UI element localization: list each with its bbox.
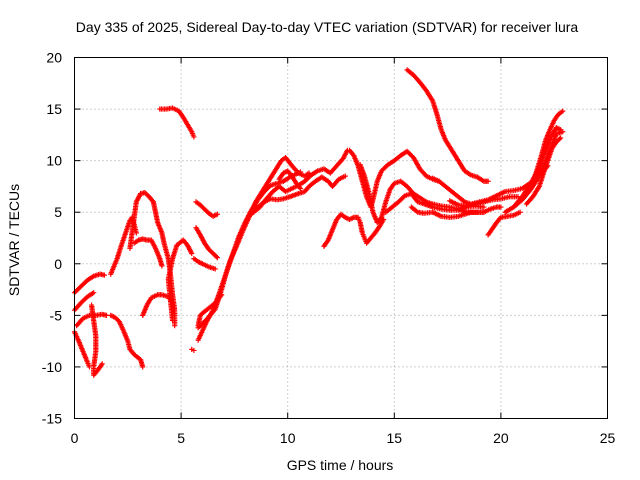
data-point bbox=[266, 183, 273, 190]
x-axis-label: GPS time / hours bbox=[287, 457, 394, 473]
data-point bbox=[191, 347, 197, 354]
data-point bbox=[212, 266, 218, 272]
data-point bbox=[498, 204, 504, 210]
series-arc-20 bbox=[195, 169, 304, 343]
data-point bbox=[297, 185, 304, 192]
data-point bbox=[101, 272, 107, 278]
chart-title: Day 335 of 2025, Sidereal Day-to-day VTE… bbox=[76, 19, 579, 35]
data-points bbox=[71, 67, 566, 378]
series-arc-11 bbox=[140, 292, 174, 318]
y-tick-label: -5 bbox=[50, 307, 63, 323]
series-arc-31 bbox=[447, 194, 521, 209]
data-point bbox=[557, 127, 564, 133]
data-point bbox=[172, 323, 178, 329]
data-point bbox=[517, 209, 523, 215]
series-arc-08 bbox=[127, 190, 156, 251]
grid-lines bbox=[74, 57, 608, 419]
series-arc-07 bbox=[108, 312, 146, 370]
data-point bbox=[91, 290, 97, 296]
series-arc-05 bbox=[88, 302, 105, 378]
tick-labels: 0 5 10 15 20 25 -15 -10 -5 0 5 10 15 20 bbox=[42, 50, 616, 447]
series-arc-36 bbox=[523, 135, 564, 207]
y-tick-label: 0 bbox=[54, 256, 62, 272]
series-arc-01 bbox=[71, 271, 107, 296]
data-point bbox=[214, 211, 220, 217]
y-tick-label: 20 bbox=[46, 50, 62, 66]
plot-frame bbox=[74, 57, 608, 419]
series-arc-13 bbox=[157, 105, 197, 140]
series-arc-03 bbox=[71, 329, 93, 370]
series-arc-35 bbox=[526, 108, 566, 195]
x-tick-label: 15 bbox=[387, 430, 403, 446]
data-point bbox=[481, 204, 487, 210]
series-arc-17 bbox=[191, 256, 218, 272]
data-point bbox=[485, 178, 491, 184]
x-tick-label: 20 bbox=[493, 430, 509, 446]
data-point bbox=[189, 250, 195, 257]
series-arc-16 bbox=[193, 225, 220, 261]
x-tick-label: 10 bbox=[280, 430, 296, 446]
x-tick-label: 25 bbox=[600, 430, 616, 446]
y-tick-label: 10 bbox=[46, 153, 62, 169]
y-tick-label: -15 bbox=[42, 411, 62, 427]
data-point bbox=[99, 361, 105, 367]
series-arc-15 bbox=[193, 199, 220, 219]
x-tick-label: 0 bbox=[71, 430, 79, 446]
series-arc-29 bbox=[404, 67, 491, 184]
series-arc-23 bbox=[276, 168, 304, 192]
data-point bbox=[159, 263, 165, 269]
axis-ticks bbox=[74, 57, 608, 419]
data-point bbox=[342, 173, 348, 179]
series-arc-32 bbox=[485, 209, 523, 238]
series-arc-14 bbox=[189, 346, 197, 354]
series-arc-02 bbox=[71, 290, 97, 313]
y-tick-label: 15 bbox=[46, 101, 62, 117]
data-point bbox=[191, 134, 197, 140]
data-point bbox=[401, 194, 407, 200]
data-point bbox=[297, 169, 304, 175]
y-tick-label: 5 bbox=[54, 204, 62, 220]
series-arc-24 bbox=[321, 211, 387, 249]
series-arc-10 bbox=[131, 236, 165, 269]
x-tick-label: 5 bbox=[177, 430, 185, 446]
data-point bbox=[560, 108, 566, 114]
data-point bbox=[557, 135, 564, 141]
series-arc-12 bbox=[165, 237, 195, 324]
y-axis-label: SDTVAR / TECUs bbox=[6, 184, 22, 296]
series-arc-28 bbox=[408, 204, 504, 220]
data-point bbox=[213, 253, 219, 260]
y-tick-label: -10 bbox=[42, 359, 62, 375]
data-point bbox=[214, 254, 220, 261]
data-point bbox=[556, 136, 563, 142]
data-point bbox=[140, 364, 146, 370]
